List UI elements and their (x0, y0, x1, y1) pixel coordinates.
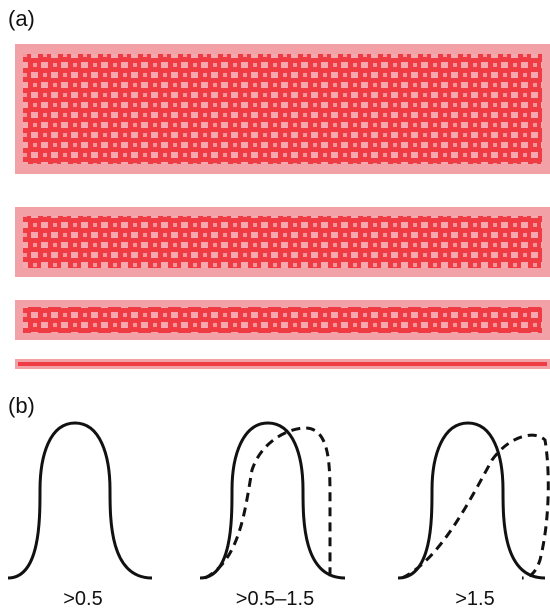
band-4 (15, 359, 550, 369)
profile-curve-3-dashed (401, 433, 550, 580)
profile-curve-3-solid (397, 421, 546, 580)
caption-high: >1.5 (455, 588, 495, 610)
profile-curve-1-solid (7, 421, 153, 580)
band-1 (15, 44, 550, 174)
panel-b-label: (b) (8, 393, 35, 418)
panel-a-label: (a) (8, 6, 35, 31)
caption-low: >0.5 (63, 588, 103, 610)
band-3 (15, 300, 550, 340)
band-2 (15, 207, 550, 277)
profile-curve-2-dashed (204, 426, 332, 580)
caption-mid: >0.5–1.5 (235, 588, 315, 610)
profile-curve-2-solid (199, 421, 346, 580)
